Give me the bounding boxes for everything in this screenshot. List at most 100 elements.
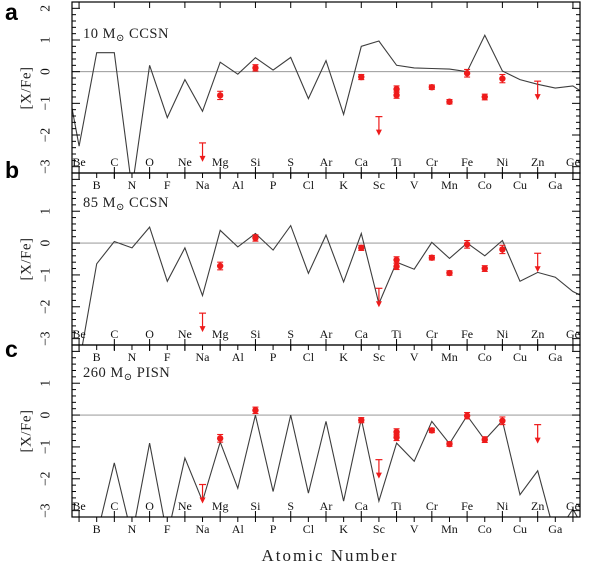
observed-point-Si	[252, 64, 259, 72]
element-label-Sc: Sc	[373, 350, 385, 364]
element-label-K: K	[339, 178, 348, 192]
upper-limit-arrow-Sc	[375, 287, 383, 308]
element-label-Cu: Cu	[513, 178, 527, 192]
observed-point-Ca	[358, 416, 365, 424]
y-tick-label: −1	[38, 268, 53, 282]
element-label-Ti: Ti	[391, 499, 402, 513]
observed-point-Fe	[463, 239, 471, 249]
panel-title-a: 10 M⊙ CCSN	[83, 27, 169, 44]
element-label-Na: Na	[196, 522, 211, 536]
element-label-Ti: Ti	[391, 327, 402, 341]
element-label-Mg: Mg	[212, 155, 229, 169]
element-label-Zn: Zn	[531, 499, 544, 513]
element-label-Mg: Mg	[212, 327, 229, 341]
element-label-Cl: Cl	[303, 178, 315, 192]
y-tick-label: 0	[38, 411, 53, 418]
panel-title-c-text: 260 M	[83, 365, 124, 381]
y-axis-label-c: [X/Fe]	[18, 409, 35, 453]
element-label-S: S	[287, 155, 294, 169]
element-label-Na: Na	[196, 350, 211, 364]
panel-title-b: 85 M⊙ CCSN	[83, 196, 169, 213]
observed-point-Co	[481, 265, 488, 272]
model-line	[72, 34, 580, 173]
element-label-Ca: Ca	[355, 155, 369, 169]
y-tick-label: −2	[38, 300, 53, 314]
y-tick-label: −3	[38, 503, 53, 518]
element-label-B: B	[93, 522, 101, 536]
element-label-C: C	[110, 499, 118, 513]
element-label-K: K	[339, 350, 348, 364]
panel-c: BeBCNOFNeNaMgAlSiPSClArKCaScTiVCrMnFeCoN…	[38, 344, 581, 536]
element-label-N: N	[128, 178, 137, 192]
element-label-Be: Be	[72, 499, 85, 513]
element-label-P: P	[270, 350, 277, 364]
y-tick-label: −1	[38, 96, 53, 110]
element-label-Ar: Ar	[320, 499, 333, 513]
element-label-Ga: Ga	[548, 522, 563, 536]
observed-point-Mn	[446, 98, 453, 105]
y-tick-label: 2	[38, 5, 53, 12]
element-label-Na: Na	[196, 178, 211, 192]
element-label-Mn: Mn	[441, 522, 458, 536]
observed-point-Co	[481, 436, 488, 444]
element-label-O: O	[145, 327, 154, 341]
panel-title-a-suffix: CCSN	[124, 26, 169, 42]
observed-point-Fe	[463, 68, 471, 78]
element-label-Fe: Fe	[461, 499, 473, 513]
observed-point-Ti	[393, 262, 400, 271]
element-label-Cr: Cr	[426, 327, 438, 341]
observed-point-Cr	[428, 83, 436, 91]
element-label-Si: Si	[250, 155, 261, 169]
element-label-P: P	[270, 522, 277, 536]
y-axis-label-a: [X/Fe]	[18, 66, 35, 110]
x-axis-label: Atomic Number	[261, 546, 399, 565]
element-label-Al: Al	[232, 522, 245, 536]
y-tick-label: 1	[38, 380, 53, 387]
y-tick-label: 0	[38, 239, 53, 246]
panel-b: BeBCNOFNeNaMgAlSiPSClArKCaScTiVCrMnFeCoN…	[38, 172, 581, 364]
panel-title-b-suffix: CCSN	[124, 195, 169, 211]
y-tick-label: −2	[38, 128, 53, 142]
observed-point-Mg	[216, 90, 224, 101]
observed-point-Ti	[393, 433, 400, 442]
element-label-Ne: Ne	[178, 155, 192, 169]
element-label-Ge: Ge	[566, 499, 580, 513]
upper-limit-arrow-Zn	[534, 80, 542, 101]
element-label-Be: Be	[72, 327, 85, 341]
element-label-Sc: Sc	[373, 178, 385, 192]
element-label-F: F	[164, 178, 171, 192]
element-label-Ge: Ge	[566, 327, 580, 341]
model-line	[81, 224, 580, 345]
upper-limit-arrow-Zn	[534, 252, 542, 273]
element-label-Co: Co	[478, 178, 492, 192]
element-label-Co: Co	[478, 350, 492, 364]
sun-symbol: ⊙	[116, 202, 125, 213]
element-label-Mn: Mn	[441, 178, 458, 192]
element-label-Cr: Cr	[426, 499, 438, 513]
element-label-F: F	[164, 522, 171, 536]
element-label-Cl: Cl	[303, 522, 315, 536]
y-tick-label: −1	[38, 440, 53, 454]
panel-title-a-text: 10 M	[83, 26, 117, 42]
panel-letter-b: b	[5, 157, 20, 183]
y-axis-label-b: [X/Fe]	[18, 237, 35, 281]
observed-point-Ca	[358, 244, 365, 252]
observed-point-Si	[252, 406, 259, 415]
observed-point-Cr	[428, 254, 436, 261]
observed-point-Mn	[446, 440, 453, 448]
y-tick-label: 1	[38, 37, 53, 44]
element-label-C: C	[110, 155, 118, 169]
element-label-Ti: Ti	[391, 155, 402, 169]
element-label-Mn: Mn	[441, 350, 458, 364]
element-label-Ga: Ga	[548, 178, 563, 192]
panel-title-b-text: 85 M	[83, 195, 117, 211]
observed-point-Co	[481, 93, 488, 101]
element-label-Ca: Ca	[355, 499, 369, 513]
element-label-C: C	[110, 327, 118, 341]
element-label-Zn: Zn	[531, 155, 544, 169]
y-tick-label: 0	[38, 68, 53, 75]
element-label-P: P	[270, 178, 277, 192]
element-label-Zn: Zn	[531, 327, 544, 341]
element-label-O: O	[145, 499, 154, 513]
